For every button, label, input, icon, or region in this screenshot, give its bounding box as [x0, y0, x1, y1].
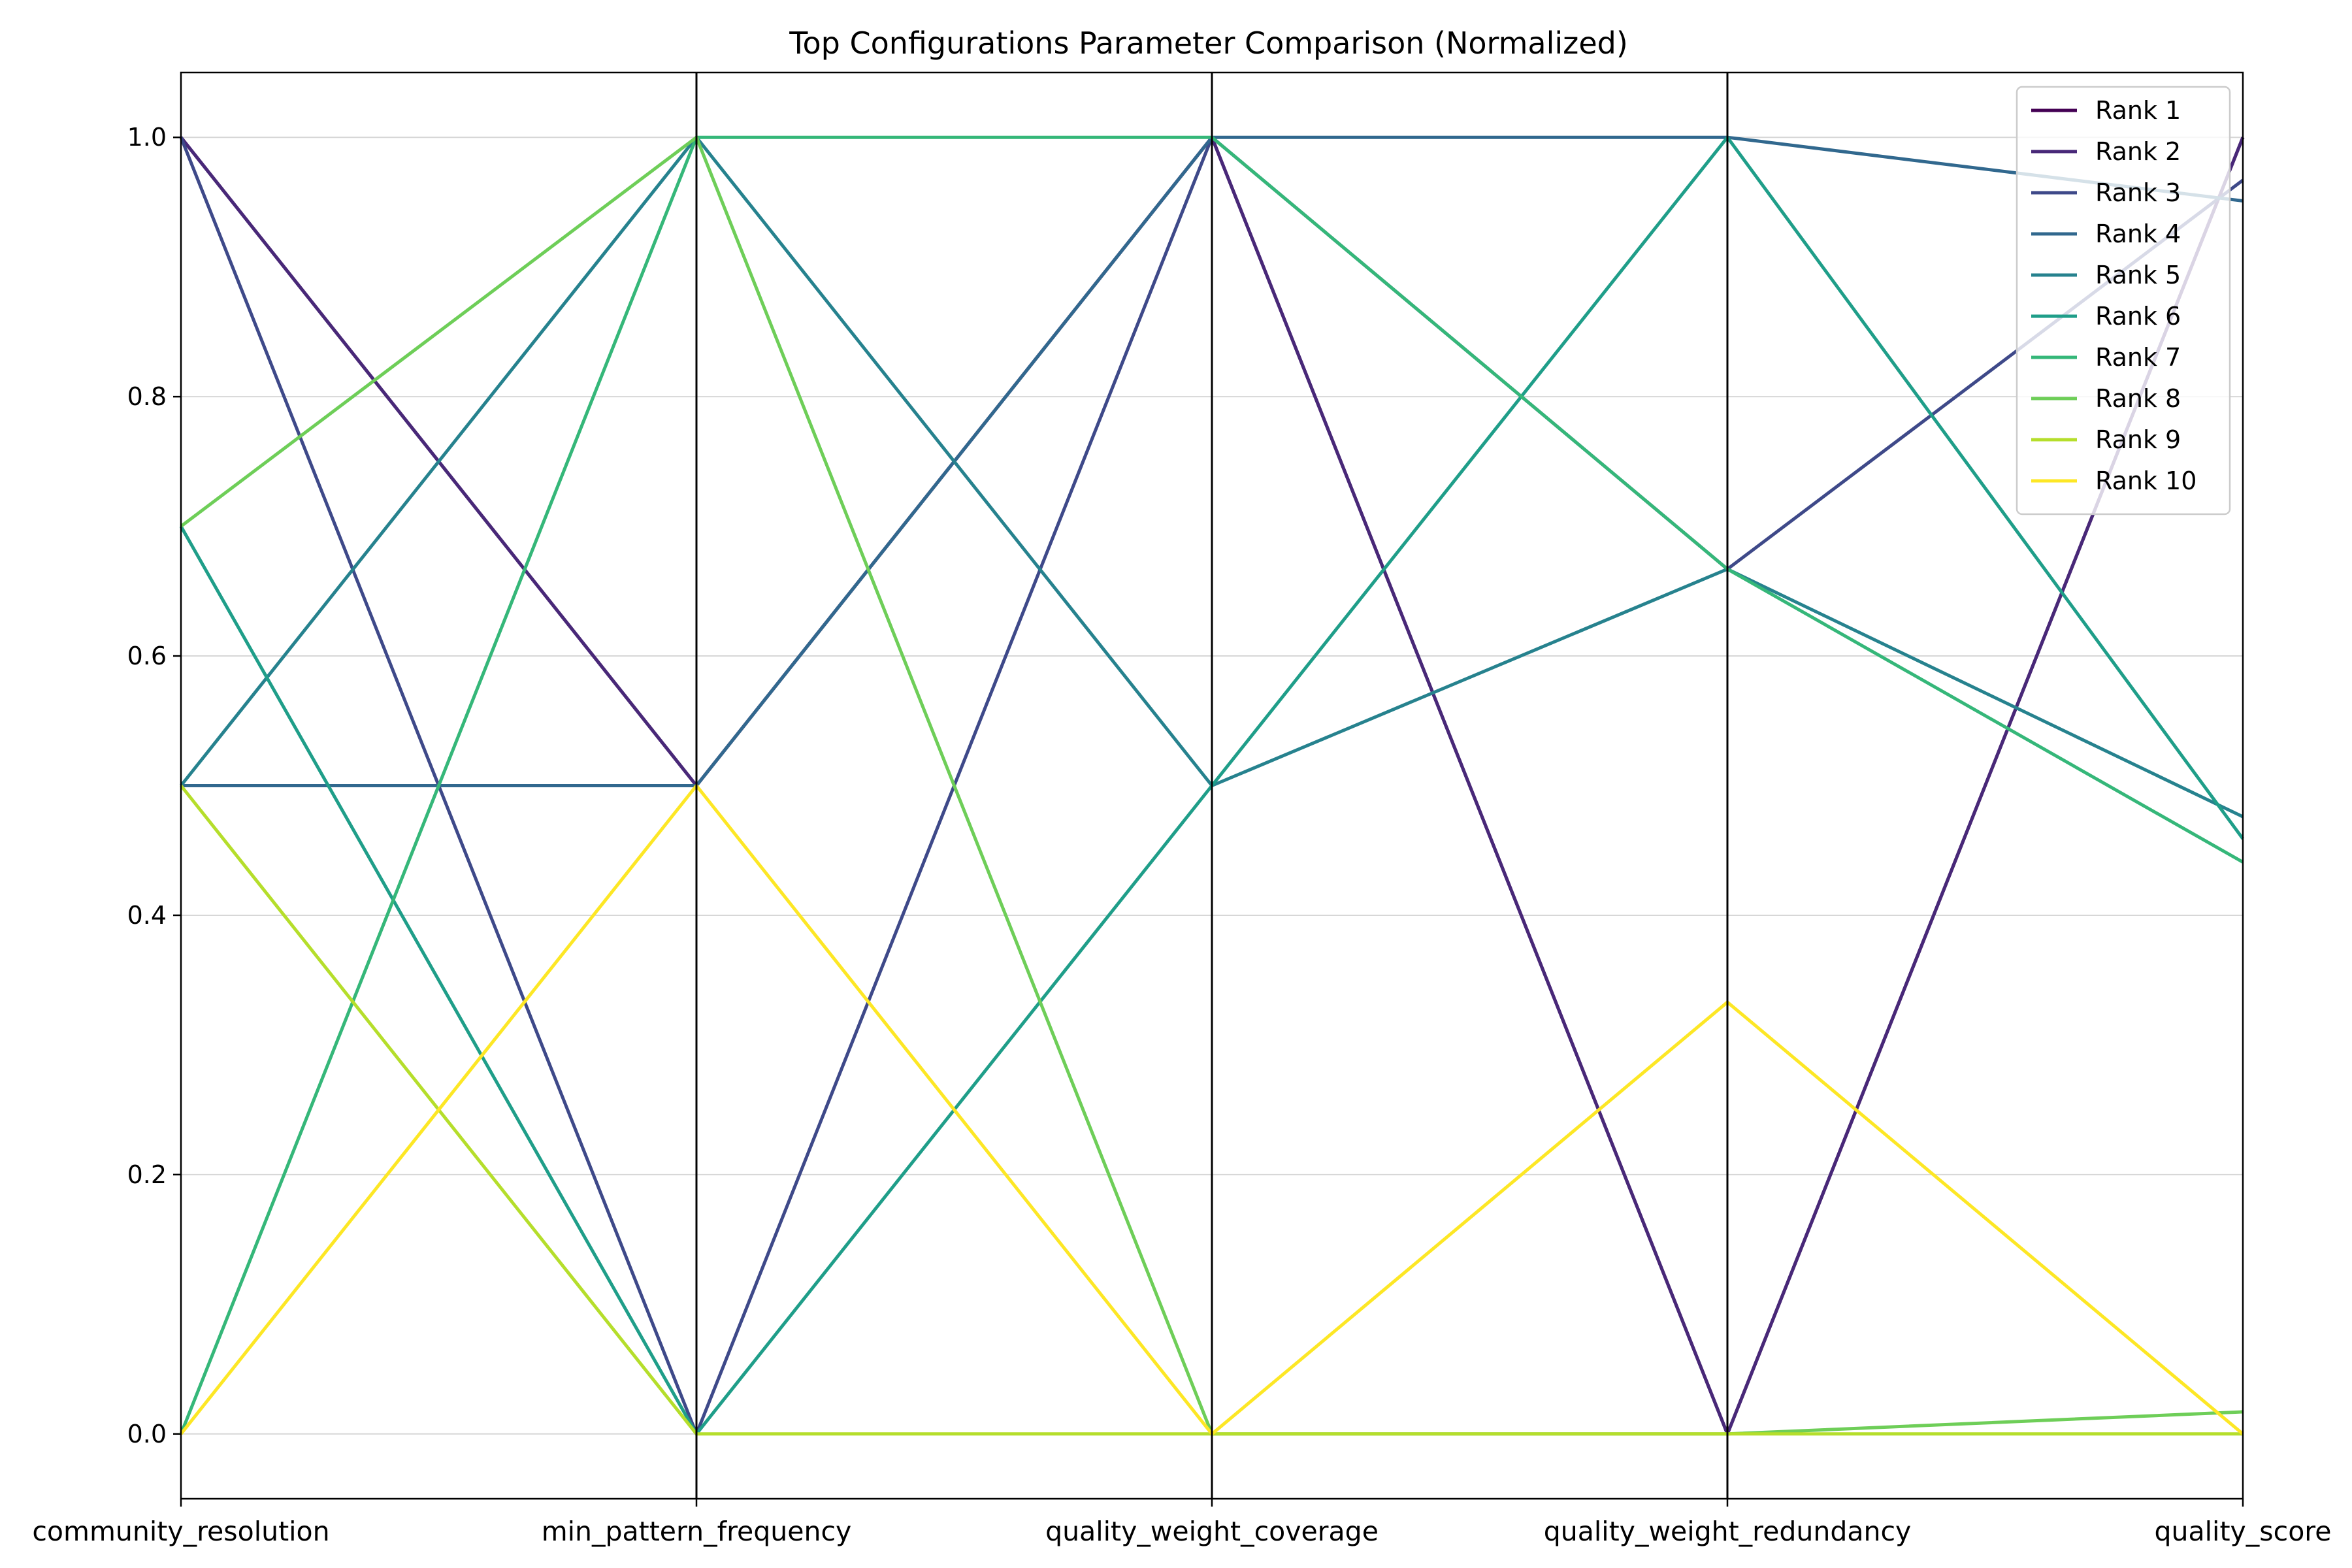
axis-label-quality-weight-coverage: quality_weight_coverage [1045, 1516, 1379, 1547]
legend-label: Rank 4 [2095, 220, 2181, 248]
chart-title: Top Configurations Parameter Comparison … [789, 25, 1628, 61]
y-tick-label: 0.4 [127, 901, 167, 930]
axis-category-labels: community_resolution min_pattern_frequenc… [32, 1516, 2331, 1547]
axis-label-community-resolution: community_resolution [32, 1516, 329, 1547]
legend-label: Rank 5 [2095, 261, 2181, 289]
plot-frame [180, 71, 2244, 1500]
legend-label: Rank 2 [2095, 137, 2181, 166]
legend: Rank 1 Rank 2 Rank 3 Rank 4 Rank 5 Rank 6 Rank… [2016, 86, 2231, 515]
axis-label-quality-weight-redundancy: quality_weight_redundancy [1544, 1516, 1912, 1547]
legend-label: Rank 7 [2095, 343, 2181, 372]
y-axis-ticks: 0.0 0.2 0.4 0.6 0.8 1.0 [127, 123, 181, 1448]
legend-label: Rank 9 [2095, 425, 2181, 454]
axis-label-min-pattern-frequency: min_pattern_frequency [542, 1516, 852, 1547]
axis-label-quality-score: quality_score [2155, 1516, 2332, 1547]
y-tick-label: 0.6 [127, 642, 167, 670]
legend-label: Rank 3 [2095, 178, 2181, 207]
legend-label: Rank 6 [2095, 302, 2181, 331]
legend-label: Rank 10 [2095, 466, 2197, 495]
y-tick-label: 0.0 [127, 1420, 167, 1448]
y-tick-label: 0.2 [127, 1160, 167, 1189]
parallel-axes [180, 73, 2244, 1507]
legend-label: Rank 1 [2095, 96, 2181, 125]
y-tick-label: 1.0 [127, 123, 167, 152]
legend-label: Rank 8 [2095, 384, 2181, 413]
y-tick-label: 0.8 [127, 382, 167, 411]
